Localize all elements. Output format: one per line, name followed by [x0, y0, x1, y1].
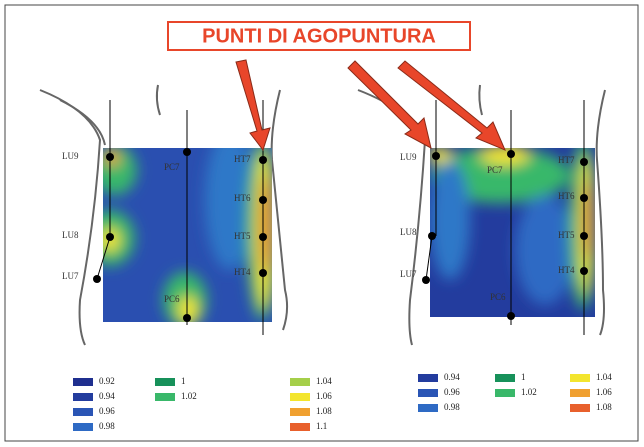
legend-label: 0.92	[99, 376, 115, 386]
legend-label: 1.04	[316, 376, 332, 386]
point-label: HT7	[558, 155, 575, 165]
legend-swatch	[418, 404, 438, 412]
point	[183, 148, 191, 156]
legend-swatch	[290, 408, 310, 416]
point-label: LU9	[62, 151, 79, 161]
point	[580, 158, 588, 166]
legend-label: 0.96	[99, 406, 115, 416]
point-label: PC7	[164, 162, 180, 172]
legend-label: 1.02	[521, 387, 537, 397]
banner: PUNTI DI AGOPUNTURA	[202, 25, 436, 47]
point	[183, 314, 191, 322]
legend-label: 1.06	[596, 387, 612, 397]
legend-swatch	[495, 389, 515, 397]
legend-label: 0.98	[444, 402, 460, 412]
point-label: HT6	[234, 193, 251, 203]
legend-swatch	[155, 393, 175, 401]
banner-box	[167, 21, 471, 51]
legend-swatch	[570, 374, 590, 382]
point-label: HT4	[234, 267, 251, 277]
legend-swatch	[418, 389, 438, 397]
legend-swatch	[570, 404, 590, 412]
legend-label: 0.94	[99, 391, 115, 401]
point-label: PC6	[164, 294, 180, 304]
legend-swatch	[290, 393, 310, 401]
legend-swatch	[495, 374, 515, 382]
point	[432, 152, 440, 160]
point-label: LU9	[400, 152, 417, 162]
legend-label: 1	[521, 372, 526, 382]
legend-label: 1	[181, 376, 186, 386]
legend-label: 1.04	[596, 372, 612, 382]
legend-swatch	[570, 389, 590, 397]
point-label: LU7	[400, 269, 417, 279]
legend-label: 1.08	[316, 406, 332, 416]
legend-swatch	[73, 378, 93, 386]
legend-swatch	[73, 408, 93, 416]
point-label: HT7	[234, 154, 251, 164]
legend-label: 1.02	[181, 391, 197, 401]
point-label: LU8	[62, 230, 79, 240]
point-label: HT6	[558, 191, 575, 201]
legend-swatch	[418, 374, 438, 382]
arrow	[235, 59, 506, 152]
point	[106, 233, 114, 241]
point	[259, 269, 267, 277]
point-label: PC7	[487, 165, 503, 175]
point-label: LU8	[400, 227, 417, 237]
point	[580, 267, 588, 275]
point	[259, 196, 267, 204]
legend-swatch	[73, 393, 93, 401]
point	[507, 150, 515, 158]
legend-label: 1.08	[596, 402, 612, 412]
point	[93, 275, 101, 283]
legend-label: 0.96	[444, 387, 460, 397]
legend-label: 0.98	[99, 421, 115, 431]
point	[259, 233, 267, 241]
legend-swatch	[290, 423, 310, 431]
heatmap	[430, 148, 595, 317]
point	[580, 194, 588, 202]
legend-swatch	[73, 423, 93, 431]
point	[422, 276, 430, 284]
point	[259, 156, 267, 164]
point-label: HT4	[558, 265, 575, 275]
point-label: HT5	[558, 230, 575, 240]
point	[507, 312, 515, 320]
point-label: PC6	[490, 292, 506, 302]
legend-swatch	[290, 378, 310, 386]
legend-label: 0.94	[444, 372, 460, 382]
legend-swatch	[155, 378, 175, 386]
point	[428, 232, 436, 240]
point	[106, 153, 114, 161]
point	[580, 232, 588, 240]
point-label: LU7	[62, 271, 79, 281]
legend-label: 1.06	[316, 391, 332, 401]
legend-label: 1.1	[316, 421, 327, 431]
point-label: HT5	[234, 231, 251, 241]
